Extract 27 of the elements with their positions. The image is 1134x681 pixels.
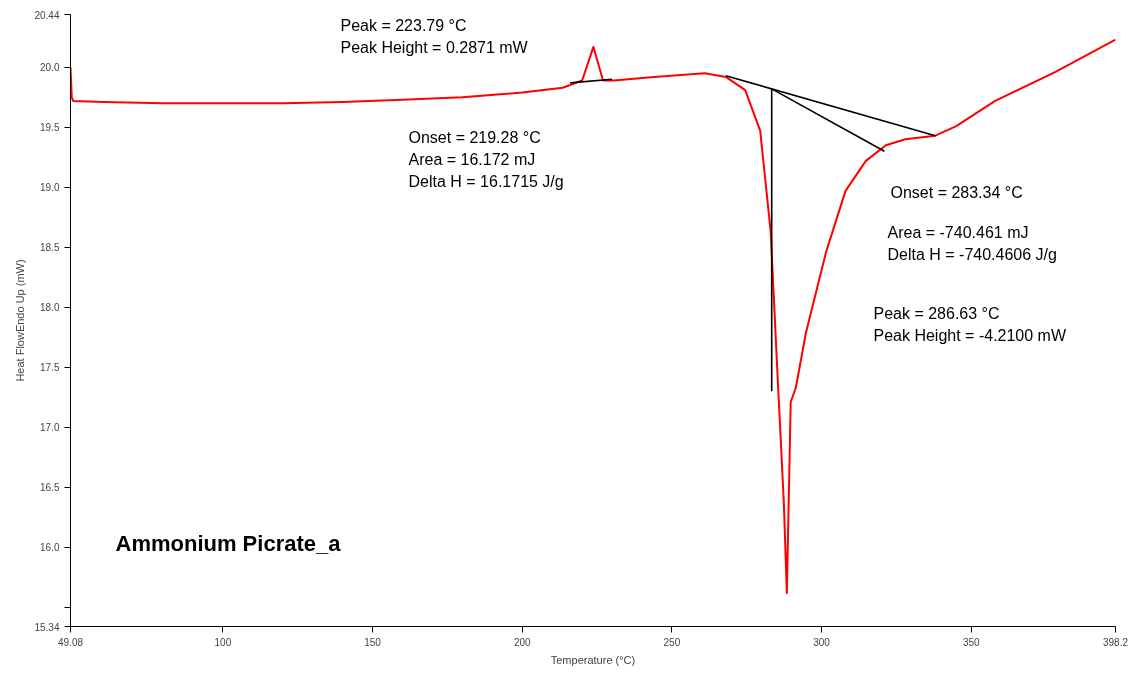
x-tick-label: 250 [663,636,681,648]
x-tick-label: 200 [513,636,532,648]
y-tick-label: 19.5 [40,122,60,134]
x-tick-label: 350 [962,636,981,648]
y-tick-label: 18.5 [40,242,60,254]
y-tick-label: 16.0 [40,542,60,554]
annotation: Area = -740.461 mJ Delta H = -740.4606 J/g [887,223,1057,263]
y-tick-label: 20.44 [34,9,60,21]
y-tick-label: 16.5 [40,482,60,494]
x-tick-label: 398.2 [1102,636,1129,648]
y-tick-label: 15.34 [34,621,60,633]
x-tick-label: 300 [813,636,831,648]
y-tick-label: 18.0 [40,302,60,314]
y-tick-label: 19.0 [40,182,60,194]
annotation: Onset = 219.28 °C Area = 16.172 mJ Delta H = 16.1715 J/g [408,129,564,191]
x-tick-label: 150 [364,636,382,648]
x-axis-title: Temperature (°C) [550,653,636,666]
y-axis-title: Heat FlowEndo Up (mW) [14,259,27,382]
annotation: Ammonium Picrate_a [115,531,342,557]
x-tick-label: 49.08 [57,636,84,648]
x-tick-label: 100 [214,636,232,648]
y-tick-label: 17.0 [40,422,60,434]
annotation: Peak = 223.79 °C Peak Height = 0.2871 mW [340,16,529,56]
annotation: Peak = 286.63 °C Peak Height = -4.2100 mW [873,304,1067,345]
y-tick-label: 20.0 [40,62,60,74]
y-tick-label: 17.5 [40,362,60,374]
annotation: Onset = 283.34 °C [890,184,1023,202]
